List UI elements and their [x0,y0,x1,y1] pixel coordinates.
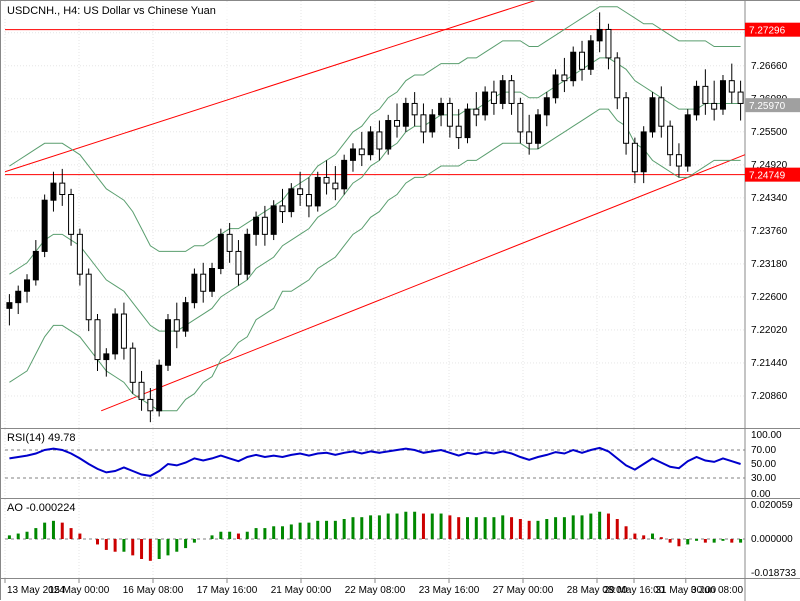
svg-text:7.24749: 7.24749 [749,171,786,182]
chart-container: 7.272407.266607.260807.255007.249207.243… [0,0,800,600]
chart-title: USDCNH., H4: US Dollar vs Chinese Yuan [7,5,216,17]
ao-chart[interactable]: 0.020059 0.000000 -0.018733 AO -0.000224 [1,499,800,579]
svg-text:30.00: 30.00 [751,473,776,484]
svg-text:17 May 16:00: 17 May 16:00 [197,585,258,596]
x-axis: 13 May 202415 May 00:0016 May 08:0017 Ma… [1,579,800,601]
svg-text:50.00: 50.00 [751,459,776,470]
svg-text:23 May 16:00: 23 May 16:00 [419,585,480,596]
svg-text:7.23180: 7.23180 [751,259,788,270]
svg-text:16 May 08:00: 16 May 08:00 [123,585,184,596]
svg-text:7.20860: 7.20860 [751,391,788,402]
svg-text:7.26660: 7.26660 [751,61,788,72]
svg-text:7.25970: 7.25970 [749,101,786,112]
svg-text:27 May 00:00: 27 May 00:00 [493,585,554,596]
svg-text:3 Jun 08:00: 3 Jun 08:00 [691,585,744,596]
svg-text:7.22020: 7.22020 [751,325,788,336]
svg-text:21 May 00:00: 21 May 00:00 [271,585,332,596]
svg-text:100.00: 100.00 [751,430,782,441]
svg-text:15 May 00:00: 15 May 00:00 [49,585,110,596]
svg-text:7.27296: 7.27296 [749,26,786,37]
rsi-chart[interactable]: 100.00 70.00 50.00 30.00 0.00 RSI(14) 49.78 [1,429,800,499]
svg-text:-0.018733: -0.018733 [751,568,796,579]
svg-text:0.000000: 0.000000 [751,534,793,545]
rsi-label: RSI(14) 49.78 [7,432,75,444]
ao-label: AO -0.000224 [7,502,76,514]
svg-text:7.24340: 7.24340 [751,193,788,204]
svg-text:7.25500: 7.25500 [751,127,788,138]
main-chart[interactable]: 7.272407.266607.260807.255007.249207.243… [1,1,800,429]
svg-text:7.22600: 7.22600 [751,292,788,303]
svg-text:22 May 08:00: 22 May 08:00 [345,585,406,596]
svg-text:0.020059: 0.020059 [751,500,793,511]
svg-text:7.23760: 7.23760 [751,226,788,237]
svg-text:70.00: 70.00 [751,445,776,456]
svg-text:7.21440: 7.21440 [751,358,788,369]
svg-text:0.00: 0.00 [751,489,771,499]
